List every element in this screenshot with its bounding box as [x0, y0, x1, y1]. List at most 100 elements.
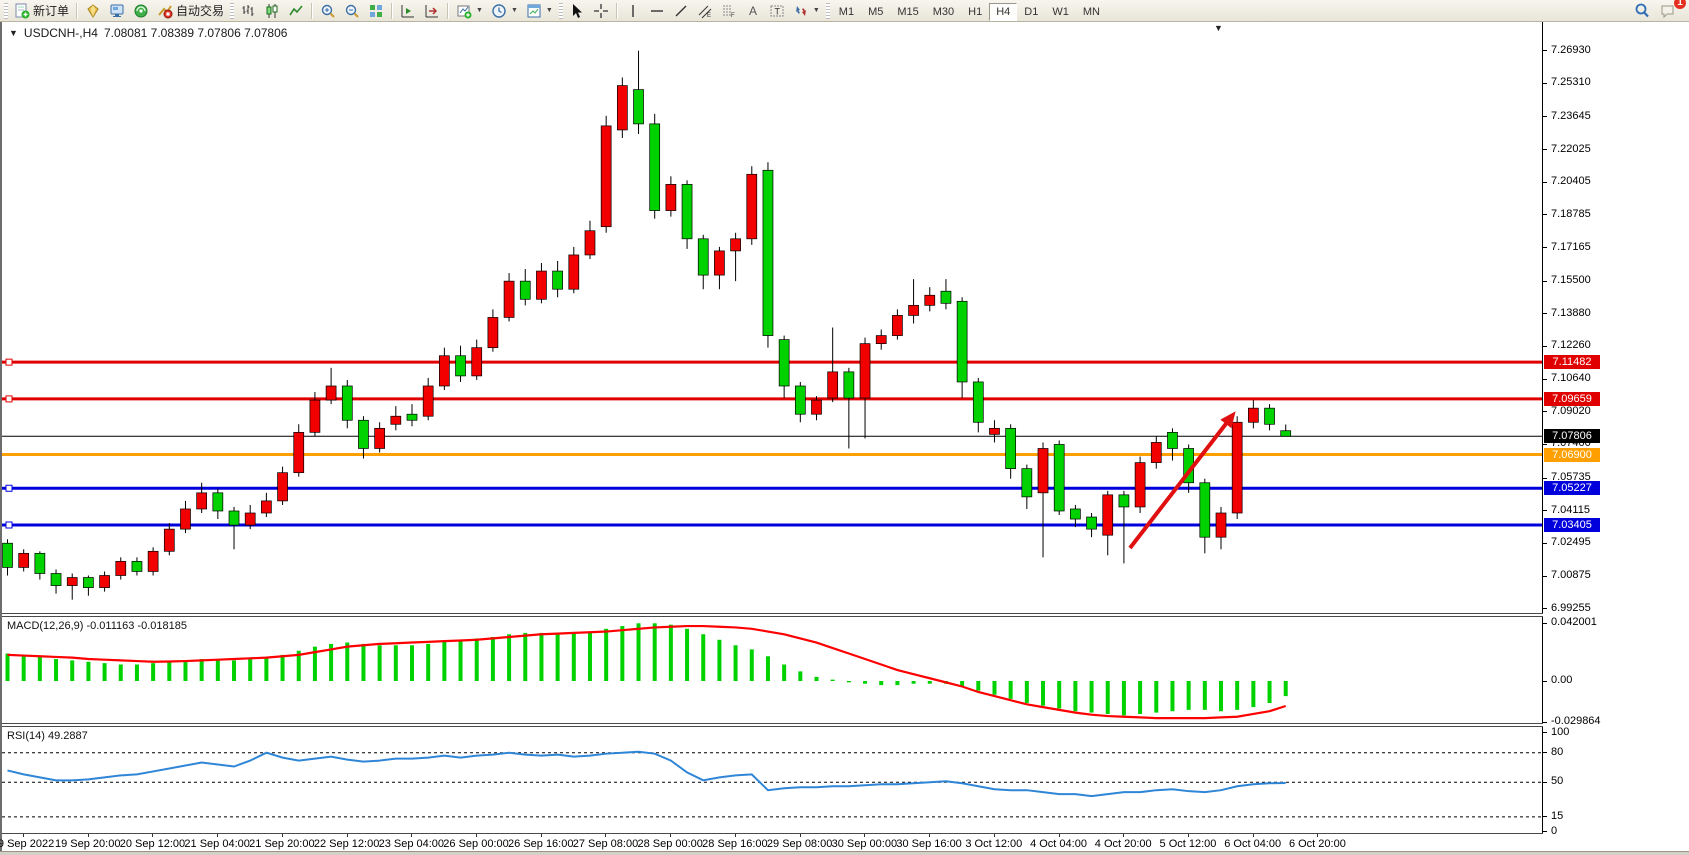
price-axis-label: 7.25310	[1551, 76, 1591, 89]
one-click-trading-toggle-icon[interactable]: ▼	[9, 28, 18, 38]
axis-tick	[1543, 478, 1547, 479]
vertical-line-button[interactable]	[621, 0, 645, 22]
autotrading-button[interactable]: 自动交易	[153, 0, 228, 22]
periods-button[interactable]: ▼	[487, 0, 522, 22]
fibonacci-icon: F	[722, 5, 735, 19]
new-order-button[interactable]: 新订单	[10, 0, 73, 22]
fibonacci-button[interactable]: F	[717, 0, 741, 22]
timeframe-button-m5[interactable]: M5	[868, 5, 884, 18]
crosshair-button[interactable]	[589, 0, 613, 22]
toolbar-grip[interactable]	[230, 2, 235, 19]
pane-divider[interactable]	[2, 726, 1543, 727]
pane-divider[interactable]	[2, 616, 1543, 617]
monitor-button[interactable]	[105, 0, 129, 22]
horizontal-level-lines[interactable]	[2, 358, 1542, 529]
chart-shift-marker-icon[interactable]: ▼	[1214, 23, 1223, 33]
tile-windows-button[interactable]	[364, 0, 388, 22]
line-handle[interactable]	[5, 395, 13, 403]
zoom-in-button[interactable]	[316, 0, 340, 22]
axis-tick	[1543, 116, 1547, 117]
timeframe-button-mn[interactable]: MN	[1082, 5, 1100, 18]
svg-text:A: A	[749, 4, 757, 18]
timeframe-button-d1[interactable]: D1	[1024, 5, 1039, 18]
line-handle[interactable]	[5, 358, 13, 366]
toolbar-separator	[447, 2, 450, 19]
toolbar-grip[interactable]	[558, 2, 563, 19]
equidistant-channel-icon: E	[698, 5, 712, 19]
price-axis-label: 7.26930	[1551, 43, 1591, 56]
monitor-icon	[110, 4, 124, 17]
price-axis-label: 7.17165	[1551, 240, 1591, 253]
axis-tick	[1543, 623, 1547, 624]
gem-button[interactable]	[81, 0, 105, 22]
timeframe-button-m15[interactable]: M15	[897, 5, 919, 18]
toolbar-separator	[391, 2, 394, 19]
axis-tick	[1543, 782, 1547, 783]
tile-windows-icon	[370, 4, 383, 17]
cursor-button[interactable]	[565, 0, 589, 22]
line-handle[interactable]	[5, 521, 13, 529]
indicators-icon	[457, 5, 472, 18]
time-tick	[23, 834, 24, 837]
time-tick	[1058, 834, 1060, 837]
time-axis-label: 21 Sep 20:00	[249, 838, 315, 850]
macd-signal-line	[7, 624, 1287, 720]
chart-shift-end-button[interactable]	[420, 0, 444, 22]
time-axis-label: 30 Sep 00:00	[831, 838, 898, 850]
time-axis-label: 20 Sep 12:00	[119, 838, 186, 850]
trendline-button[interactable]	[669, 0, 693, 22]
timeframe-button-w1[interactable]: W1	[1052, 5, 1069, 18]
timeframe-button-h1[interactable]: H1	[968, 5, 983, 18]
axis-tick	[1543, 543, 1547, 544]
price-axis[interactable]: 7.26930 7.25310 7.23645 7.22025 7.20405 7.187…	[1543, 22, 1689, 837]
chart-shift-start-button[interactable]	[396, 0, 420, 22]
price-axis-label: 7.15500	[1551, 274, 1591, 287]
text-button[interactable]: A	[741, 0, 765, 22]
indicators-button[interactable]: ▼	[452, 0, 487, 22]
horizontal-line-button[interactable]	[645, 0, 669, 22]
bar-chart-button[interactable]	[236, 0, 260, 22]
navigator-button[interactable]	[129, 0, 153, 22]
axis-tick	[1543, 313, 1547, 314]
time-axis-label: 30 Sep 16:00	[896, 838, 962, 850]
new-order-label: 新订单	[33, 4, 70, 18]
toolbar-grip[interactable]	[4, 2, 8, 19]
new-order-icon	[15, 3, 30, 18]
candlestick-button[interactable]	[260, 0, 284, 22]
line-handle[interactable]	[5, 484, 13, 492]
templates-button[interactable]: ▼	[522, 0, 557, 22]
pane-divider[interactable]	[2, 613, 1543, 614]
chevron-down-icon: ▼	[476, 7, 483, 14]
price-axis-label: 7.23645	[1551, 109, 1591, 122]
arrows-tool-button[interactable]: ▼	[789, 0, 824, 22]
axis-tick	[1543, 346, 1547, 347]
text-label-button[interactable]: T	[765, 0, 789, 22]
rsi-pane[interactable]	[2, 727, 1543, 833]
search-button[interactable]	[1629, 0, 1655, 22]
macd-pane[interactable]	[2, 617, 1543, 723]
time-axis-label: 28 Sep 16:00	[702, 838, 768, 850]
line-chart-button[interactable]	[284, 0, 308, 22]
axis-tick	[1543, 510, 1547, 511]
timeframe-button-m30[interactable]: M30	[932, 5, 955, 18]
price-axis-label: 7.00875	[1551, 569, 1591, 581]
pane-divider[interactable]	[2, 723, 1543, 724]
timeframe-button-m1[interactable]: M1	[838, 5, 855, 18]
cursor-icon	[572, 3, 582, 18]
trend-arrow[interactable]	[1128, 411, 1236, 550]
chevron-down-icon: ▼	[510, 7, 518, 14]
axis-tick	[1543, 281, 1547, 282]
price-chart-pane[interactable]	[2, 22, 1543, 613]
toolbar-grip[interactable]	[825, 2, 830, 19]
chevron-down-icon: ▼	[812, 7, 820, 14]
time-tick	[670, 834, 672, 837]
equidistant-channel-button[interactable]: E	[693, 0, 717, 22]
zoom-out-button[interactable]	[340, 0, 364, 22]
notifications-button[interactable]: 1	[1655, 0, 1686, 22]
timeframe-button-h4[interactable]: H4	[989, 2, 1018, 21]
axis-tick	[1543, 608, 1547, 609]
rsi-axis-label: 80	[1551, 745, 1564, 758]
candlestick-series	[2, 50, 1292, 600]
text-label-icon: T	[770, 5, 784, 16]
